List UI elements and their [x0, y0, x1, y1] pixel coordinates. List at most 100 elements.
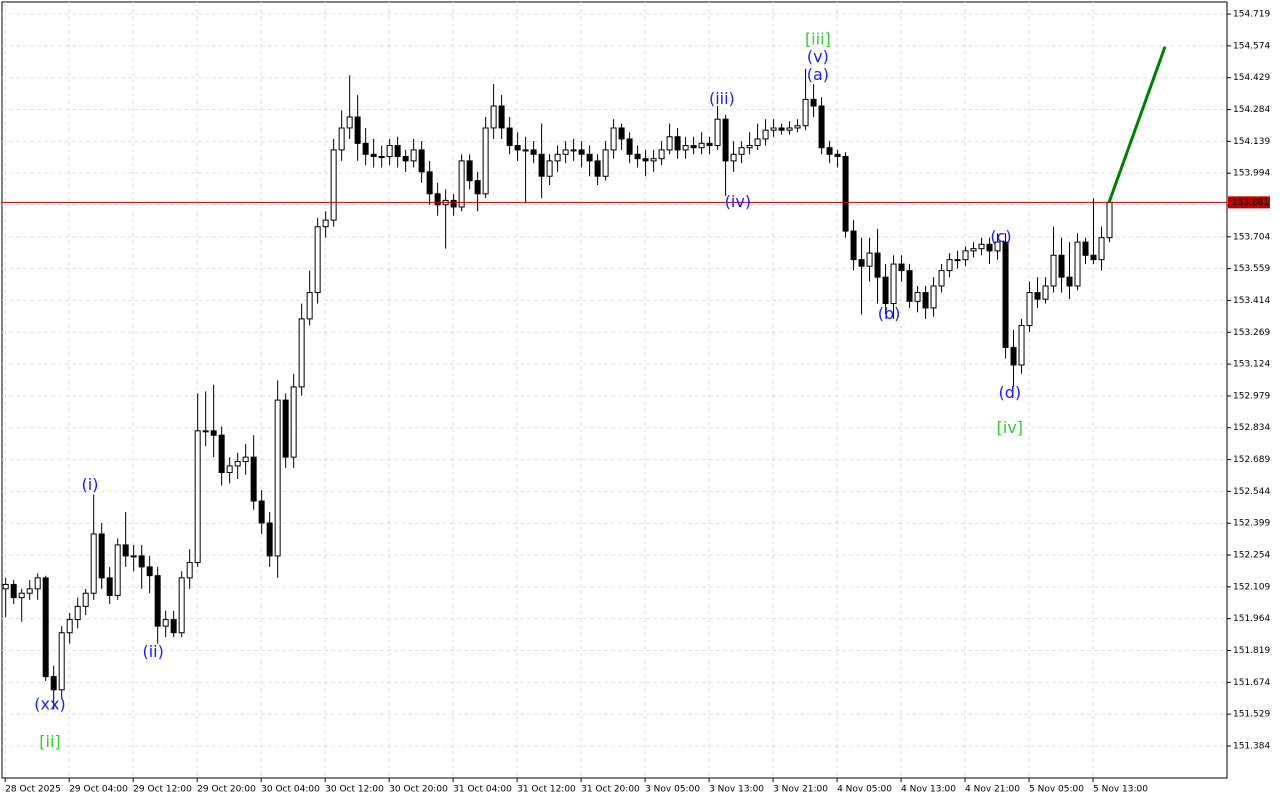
candle-body [274, 399, 281, 557]
y-tick-label: 151.819 [1233, 646, 1270, 656]
x-tick-label: 4 Nov 13:00 [901, 785, 956, 795]
y-tick-label: 153.704 [1233, 232, 1270, 242]
y-tick-label: 152.544 [1233, 487, 1270, 497]
x-tick-label: 3 Nov 13:00 [709, 785, 764, 795]
candle-body [898, 263, 905, 272]
candle-body [1034, 292, 1041, 300]
candle-body [34, 577, 41, 590]
candle-body [210, 430, 217, 436]
x-tick-label: 5 Nov 05:00 [1029, 785, 1084, 795]
y-tick-label: 152.689 [1233, 455, 1270, 465]
candle-body [1074, 241, 1081, 287]
candle-body [370, 153, 377, 157]
candle-body [730, 153, 737, 162]
candle-body [1026, 292, 1033, 326]
candle-body [586, 153, 593, 162]
candle-body [50, 676, 57, 691]
candle-body [674, 136, 681, 151]
candle-body [818, 105, 825, 149]
candle-body [706, 142, 713, 147]
x-tick-label: 3 Nov 21:00 [773, 785, 828, 795]
candle-body [850, 230, 857, 261]
candle-body [1050, 254, 1057, 287]
y-tick-label: 151.674 [1233, 678, 1270, 688]
candle-body [914, 292, 921, 302]
candle-body [298, 318, 305, 388]
candle-body [130, 555, 137, 558]
candle-body [954, 259, 961, 262]
candle-body [938, 270, 945, 287]
candle-body [978, 243, 985, 250]
candle-body [882, 276, 889, 305]
x-tick-label: 4 Nov 21:00 [965, 785, 1020, 795]
candle-body [154, 575, 161, 627]
candle-body [570, 149, 577, 152]
y-tick-label: 151.529 [1233, 710, 1270, 720]
y-tick-label: 154.429 [1233, 73, 1270, 83]
candle-body [770, 127, 777, 131]
candle-body [778, 127, 785, 131]
x-tick-label: 30 Oct 12:00 [325, 785, 384, 795]
candle-body [466, 160, 473, 182]
candle-body [474, 180, 481, 195]
wave-label: (c) [990, 227, 1011, 246]
candle-body [394, 145, 401, 157]
candle-body [874, 252, 881, 278]
candle-body [762, 129, 769, 140]
candle-body [362, 142, 369, 155]
candle-body [354, 116, 361, 144]
candle-body [378, 155, 385, 158]
candle-body [10, 583, 17, 599]
candle-body [546, 160, 553, 177]
y-tick-label: 153.124 [1233, 360, 1270, 370]
candle-body [634, 153, 641, 160]
candle-body [858, 259, 865, 267]
candle-body [658, 149, 665, 160]
candle-body [722, 118, 729, 162]
candle-body [1010, 346, 1017, 366]
candle-body [26, 588, 33, 594]
candle-body [42, 577, 49, 678]
candle-body [522, 149, 529, 152]
plot-frame [1, 1, 1228, 779]
candle-body [322, 219, 329, 228]
candle-body [162, 619, 169, 627]
candle-body [538, 153, 545, 177]
candle-body [114, 544, 121, 596]
candle-body [962, 250, 969, 261]
candle-body [498, 105, 505, 129]
candle-body [506, 127, 513, 147]
y-tick-label: 153.269 [1233, 328, 1270, 338]
candle-body [1106, 201, 1113, 239]
candle-body [554, 153, 561, 162]
candle-body [58, 632, 65, 691]
candle-body [98, 533, 105, 579]
x-tick-label: 29 Oct 20:00 [197, 785, 256, 795]
candle-body [410, 149, 417, 162]
wave-label: (xx) [34, 695, 65, 714]
current-price-label: 153.861 [1232, 198, 1269, 208]
candle-body [234, 461, 241, 467]
candle-body [138, 555, 145, 568]
candle-body [490, 105, 497, 129]
candle-body [1042, 285, 1049, 300]
candle-body [18, 592, 25, 599]
candle-body [202, 430, 209, 433]
x-tick-label: 3 Nov 05:00 [645, 785, 700, 795]
candle-body [1082, 241, 1089, 256]
y-tick-label: 151.964 [1233, 614, 1270, 624]
candle-body [2, 583, 9, 590]
candle-body [194, 430, 201, 563]
candle-body [802, 98, 809, 127]
candle-body [418, 149, 425, 173]
candle-body [970, 248, 977, 252]
candle-body [890, 263, 897, 305]
x-tick-label: 28 Oct 2025 [5, 785, 61, 795]
candle-body [66, 619, 73, 634]
x-tick-label: 29 Oct 12:00 [133, 785, 192, 795]
candle-body [842, 155, 849, 232]
candle-body [738, 147, 745, 155]
candle-body [1058, 254, 1065, 278]
